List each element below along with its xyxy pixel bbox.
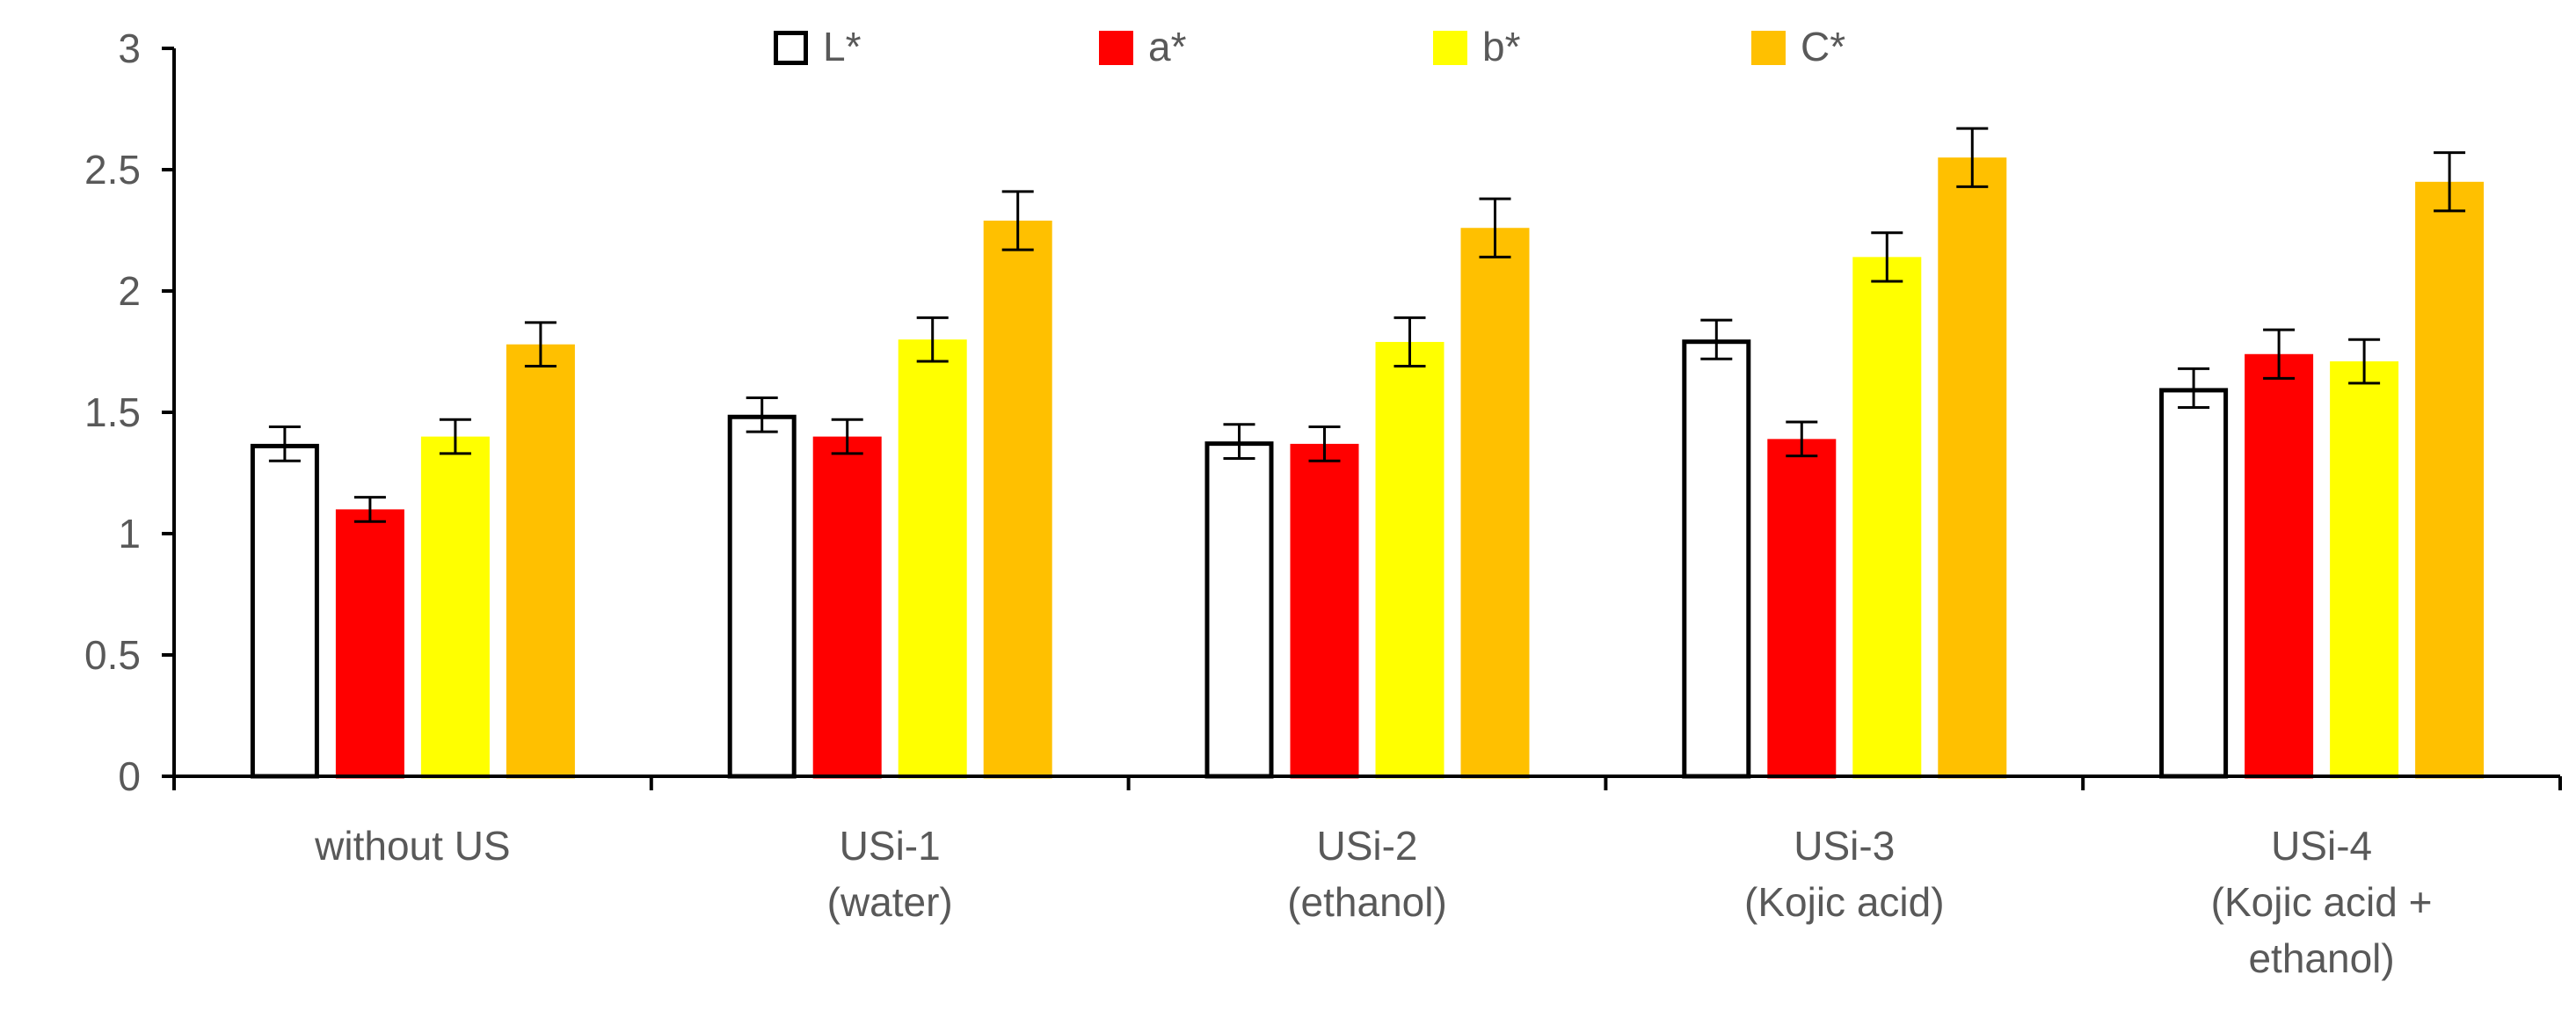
legend: L* a* b* C* — [774, 24, 1845, 69]
bar-cstar-2 — [1460, 228, 1530, 779]
bar-lstar-3 — [1682, 339, 1751, 779]
bar-astar-0 — [335, 509, 404, 779]
legend-label: C* — [1801, 24, 1845, 69]
bar-lstar-0 — [250, 443, 319, 779]
x-tick-label: (ethanol) — [1287, 879, 1447, 925]
bar-astar-3 — [1767, 439, 1837, 779]
y-tick-label: 0 — [118, 753, 141, 799]
x-tick-label: USi-4 — [2271, 823, 2372, 869]
y-tick-label: 2.5 — [84, 147, 141, 193]
x-tick-label: (Kojic acid + — [2211, 879, 2433, 925]
bar-cstar-4 — [2415, 181, 2485, 779]
bar-bstar-1 — [898, 339, 967, 779]
bar-bstar-4 — [2330, 361, 2399, 779]
y-tick-label: 3 — [118, 25, 141, 71]
bar-lstar-2 — [1204, 441, 1274, 779]
x-tick-label: USi-2 — [1316, 823, 1417, 869]
bar-cstar-0 — [506, 344, 575, 779]
bar-astar-4 — [2245, 353, 2314, 779]
bar-cstar-3 — [1938, 157, 2007, 779]
bar-bstar-2 — [1375, 341, 1444, 779]
legend-label: b* — [1482, 24, 1521, 69]
legend-label: a* — [1148, 24, 1187, 69]
bar-bstar-3 — [1852, 257, 1922, 779]
x-tick-label: USi-3 — [1794, 823, 1895, 869]
y-tick-label: 2 — [118, 268, 141, 314]
bar-astar-1 — [812, 436, 882, 779]
bar-cstar-1 — [983, 220, 1052, 779]
x-tick-label: (water) — [827, 879, 953, 925]
bar-astar-2 — [1290, 443, 1359, 779]
bar-lstar-1 — [727, 414, 797, 779]
error-bars-layer — [268, 127, 2466, 523]
y-tick-label: 1.5 — [84, 389, 141, 435]
x-tick-label: without US — [314, 823, 510, 869]
legend-label: L* — [823, 24, 862, 69]
x-tick-label: (Kojic acid) — [1744, 879, 1945, 925]
y-tick-label: 1 — [118, 511, 141, 556]
axes-layer: 0 0.5 1 1.5 2 2.5 3 without US USi-1 (water) USi-2… — [84, 25, 2562, 981]
bar-lstar-4 — [2159, 388, 2229, 779]
bars-layer — [250, 157, 2485, 779]
legend-swatch-cstar — [1751, 31, 1786, 65]
x-tick-label: USi-1 — [840, 823, 941, 869]
x-tick-label: ethanol) — [2248, 935, 2394, 981]
bar-bstar-0 — [420, 436, 490, 779]
legend-swatch-astar — [1099, 31, 1133, 65]
y-tick-label: 0.5 — [84, 632, 141, 678]
legend-swatch-lstar — [774, 31, 808, 65]
legend-swatch-bstar — [1433, 31, 1467, 65]
